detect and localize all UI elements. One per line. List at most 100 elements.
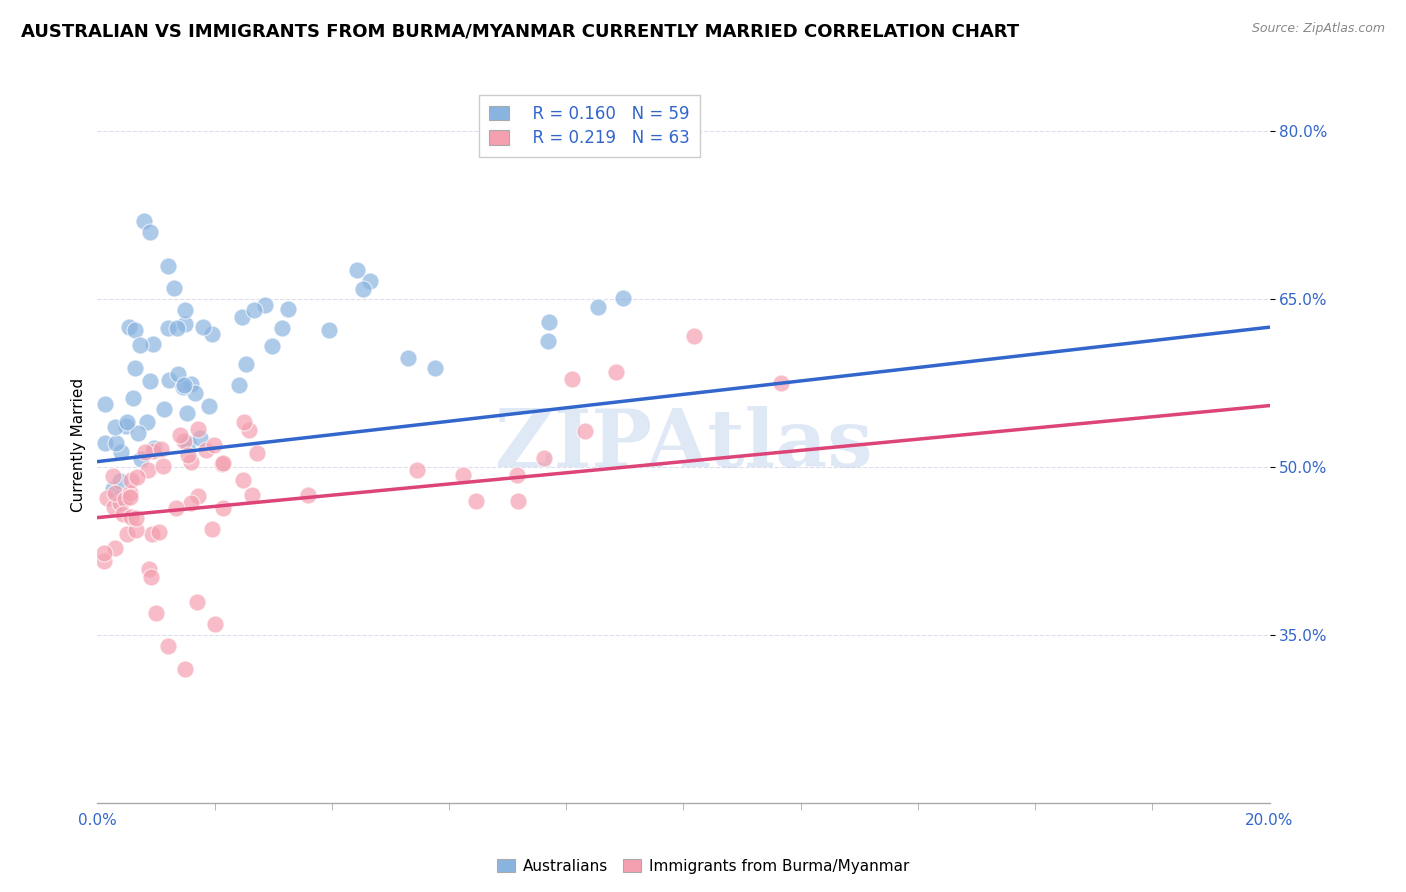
Point (297, 488, 319, 502)
Point (139, 569, 162, 583)
Point (204, 617, 226, 632)
Point (104, 486, 127, 500)
Point (202, 438, 225, 452)
Point (135, 415, 157, 429)
Point (124, 360, 146, 375)
Point (115, 419, 138, 434)
Text: Source: ZipAtlas.com: Source: ZipAtlas.com (1251, 22, 1385, 36)
Point (139, 225, 162, 239)
Point (201, 327, 224, 342)
Point (125, 523, 148, 537)
Point (194, 442, 217, 457)
Point (104, 541, 127, 555)
Point (425, 361, 447, 376)
Point (232, 474, 254, 488)
Point (121, 473, 143, 487)
Point (465, 494, 488, 508)
Point (156, 321, 179, 335)
Point (173, 318, 195, 332)
Point (152, 459, 174, 474)
Point (187, 489, 209, 503)
Point (253, 298, 276, 312)
Point (174, 662, 197, 676)
Point (453, 467, 475, 482)
Point (104, 435, 127, 450)
Point (142, 441, 165, 455)
Point (131, 452, 153, 467)
Point (145, 606, 167, 620)
Point (200, 522, 222, 536)
Point (769, 376, 792, 391)
Point (103, 483, 125, 497)
Point (165, 501, 187, 516)
Point (180, 496, 202, 510)
Point (156, 259, 179, 273)
Point (127, 425, 149, 440)
Point (180, 455, 202, 469)
Point (318, 322, 340, 336)
Point (173, 377, 195, 392)
Point (134, 214, 156, 228)
Point (129, 337, 152, 351)
Point (118, 486, 141, 500)
Point (346, 263, 368, 277)
Point (148, 525, 170, 540)
Legend:   R = 0.160   N = 59,   R = 0.219   N = 63: R = 0.160 N = 59, R = 0.219 N = 63 (479, 95, 700, 157)
Point (396, 351, 419, 365)
Point (120, 510, 142, 524)
Point (211, 458, 233, 472)
Point (586, 300, 609, 314)
Point (156, 640, 179, 654)
Text: ZIPAtlas: ZIPAtlas (495, 406, 872, 483)
Point (533, 450, 555, 465)
Point (142, 443, 165, 458)
Point (238, 423, 260, 437)
Point (240, 488, 263, 502)
Point (125, 511, 148, 525)
Point (176, 406, 198, 420)
Point (122, 392, 145, 406)
Point (605, 365, 627, 379)
Point (262, 339, 284, 353)
Point (232, 416, 254, 430)
Point (186, 594, 208, 608)
Point (110, 445, 132, 459)
Point (173, 434, 195, 449)
Point (104, 420, 127, 434)
Point (149, 442, 172, 456)
Point (112, 507, 135, 521)
Point (177, 435, 200, 450)
Point (159, 373, 181, 387)
Point (125, 470, 148, 484)
Point (506, 467, 529, 482)
Point (117, 319, 139, 334)
Point (101, 469, 124, 483)
Point (612, 291, 634, 305)
Point (136, 463, 159, 477)
Legend: Australians, Immigrants from Burma/Myanmar: Australians, Immigrants from Burma/Myanm… (491, 853, 915, 880)
Point (169, 428, 191, 442)
Point (561, 372, 583, 386)
Point (166, 367, 188, 381)
Point (141, 527, 163, 541)
Point (187, 422, 209, 436)
Point (174, 303, 197, 318)
Point (228, 378, 250, 392)
Point (246, 446, 269, 460)
Point (94, 397, 117, 411)
Point (138, 562, 160, 576)
Point (94, 435, 117, 450)
Point (359, 274, 381, 288)
Point (211, 500, 233, 515)
Point (142, 336, 165, 351)
Point (271, 321, 294, 335)
Y-axis label: Currently Married: Currently Married (72, 377, 86, 512)
Point (162, 281, 184, 295)
Point (231, 310, 253, 324)
Point (139, 374, 162, 388)
Point (134, 444, 156, 458)
Point (537, 315, 560, 329)
Point (188, 431, 211, 445)
Point (277, 302, 299, 317)
Point (235, 357, 257, 371)
